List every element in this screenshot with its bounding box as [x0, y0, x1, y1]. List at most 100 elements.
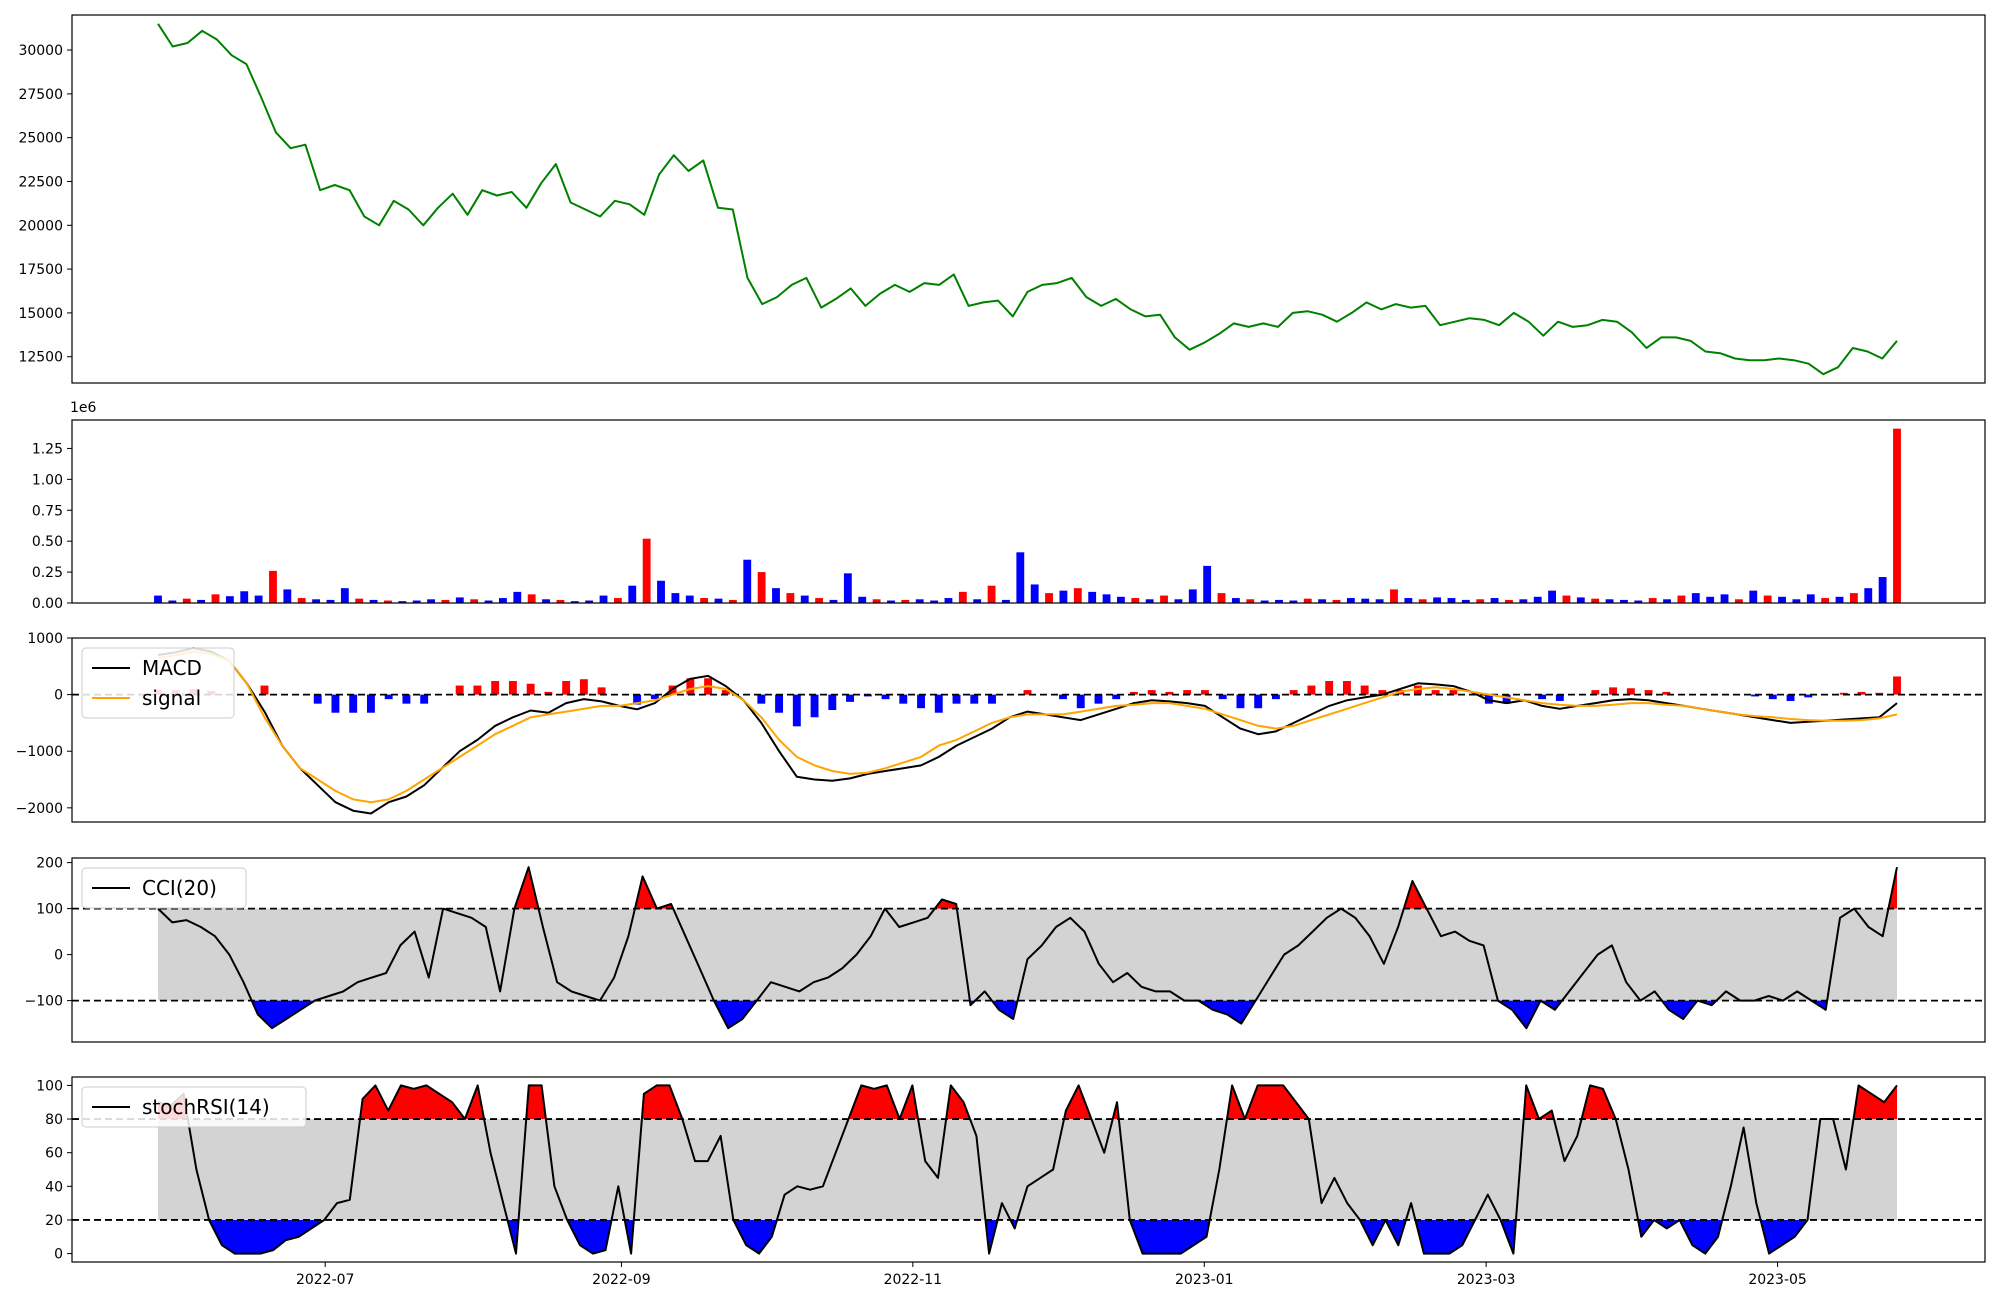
- macd-hist-bar-14: [402, 694, 411, 704]
- ytick-label-1-4: 1.00: [32, 472, 63, 488]
- volume-bar-0: [154, 595, 162, 603]
- volume-bar-118: [1849, 593, 1858, 603]
- macd-hist-bar-76: [1502, 694, 1511, 704]
- volume-bar-64: [1073, 588, 1082, 603]
- volume-bar-100: [1591, 598, 1600, 603]
- cci-line: [157, 866, 1898, 1030]
- ytick-label-4-1: 20: [45, 1213, 63, 1229]
- macd-hist-bar-96: [1857, 691, 1866, 695]
- volume-bar-3: [197, 599, 206, 603]
- volume-bar-4: [211, 594, 220, 603]
- stochrsi-line: [157, 1084, 1898, 1255]
- ytick-label-4-4: 80: [45, 1112, 63, 1128]
- macd-hist-bar-9: [313, 694, 322, 704]
- xtick-label-4: 2023-03: [1457, 1272, 1516, 1288]
- macd-hist-bar-64: [1289, 690, 1298, 695]
- legend-label-3-0: CCI(20): [142, 876, 217, 900]
- volume-bar-87: [1404, 598, 1413, 603]
- volume-bar-5: [225, 596, 234, 603]
- volume-bar-91: [1461, 599, 1470, 603]
- macd-hist-bar-81: [1591, 690, 1600, 695]
- ytick-label-3-1: 0: [54, 948, 63, 964]
- volume-bar-75: [1231, 598, 1240, 603]
- volume-bar-103: [1634, 600, 1643, 603]
- macd-hist-bar-17: [455, 685, 464, 695]
- volume-bar-27: [542, 599, 550, 603]
- volume-bar-14: [355, 598, 364, 603]
- volume-bar-56: [958, 591, 967, 603]
- macd-hist-bar-43: [917, 694, 925, 709]
- macd-hist-bar-97: [1875, 692, 1884, 695]
- ytick-label-0-0: 12500: [18, 350, 63, 366]
- macd-hist-bar-82: [1609, 687, 1618, 695]
- volume-bar-51: [887, 600, 895, 603]
- volume-bar-66: [1102, 594, 1111, 603]
- macd-hist-bar-84: [1644, 690, 1653, 695]
- ytick-label-3-3: 200: [36, 856, 63, 872]
- axes-frame-2: [71, 637, 1986, 823]
- macd-hist-bar-23: [562, 681, 571, 695]
- macd-hist-bar-36: [792, 694, 801, 727]
- macd-hist-bar-98: [1893, 676, 1901, 695]
- macd-hist-bar-65: [1307, 685, 1316, 695]
- ytick-label-3-2: 100: [36, 902, 63, 918]
- volume-bar-70: [1160, 595, 1168, 603]
- volume-bar-59: [1002, 599, 1010, 603]
- volume-bar-114: [1792, 599, 1801, 603]
- volume-bar-26: [527, 594, 536, 603]
- macd-hist-bar-58: [1183, 690, 1192, 695]
- volume-bar-74: [1217, 593, 1226, 603]
- volume-bar-24: [499, 598, 507, 603]
- macd-hist-bar-13: [384, 694, 393, 700]
- macd-hist-bar-24: [579, 679, 588, 695]
- volume-bar-109: [1720, 594, 1729, 603]
- volume-bar-99: [1576, 597, 1585, 603]
- macd-hist-bar-34: [757, 694, 766, 704]
- volume-bar-13: [340, 588, 349, 603]
- fill-below-4: [209, 1220, 1808, 1254]
- volume-bar-62: [1045, 593, 1053, 603]
- volume-bar-93: [1490, 598, 1499, 603]
- ytick-label-2-0: −2000: [16, 801, 63, 817]
- volume-bar-7: [254, 595, 263, 603]
- volume-bar-79: [1289, 600, 1298, 603]
- volume-bar-90: [1447, 598, 1456, 603]
- volume-bar-40: [728, 599, 737, 603]
- volume-bar-57: [973, 599, 982, 603]
- volume-bar-105: [1663, 599, 1671, 603]
- volume-bar-102: [1620, 599, 1628, 603]
- volume-bar-82: [1332, 599, 1341, 603]
- xtick-label-0: 2022-07: [296, 1272, 355, 1288]
- macd-hist-bar-66: [1325, 681, 1334, 695]
- volume-bar-29: [570, 601, 579, 603]
- volume-bar-1: [168, 600, 177, 603]
- ytick-label-1-1: 0.25: [32, 565, 63, 581]
- macd-hist-bar-15: [420, 694, 429, 704]
- macd-hist-bar-49: [1023, 690, 1032, 695]
- volume-bar-58: [987, 585, 996, 603]
- macd-hist-bar-60: [1218, 694, 1227, 700]
- signal-line: [157, 650, 1898, 804]
- macd-line: [157, 647, 1898, 815]
- volume-bar-44: [786, 593, 795, 603]
- volume-bar-12: [326, 599, 335, 603]
- volume-bar-32: [613, 598, 622, 603]
- macd-hist-bar-25: [597, 687, 606, 695]
- volume-bar-112: [1763, 595, 1772, 603]
- macd-hist-bar-39: [846, 694, 855, 702]
- price-line: [157, 23, 1898, 376]
- volume-bar-41: [743, 559, 752, 603]
- fill-below-3: [251, 1000, 1828, 1029]
- ytick-label-0-3: 20000: [18, 218, 63, 234]
- macd-hist-bar-92: [1786, 694, 1795, 701]
- volume-bar-9: [283, 589, 292, 603]
- volume-bar-98: [1562, 595, 1571, 603]
- volume-bar-46: [815, 598, 824, 603]
- macd-hist-bar-41: [881, 694, 890, 700]
- ytick-label-4-0: 0: [54, 1247, 63, 1263]
- volume-bar-33: [628, 585, 637, 603]
- volume-bar-47: [829, 599, 838, 603]
- legend-box-3: [81, 867, 247, 909]
- xtick-label-1: 2022-09: [592, 1272, 651, 1288]
